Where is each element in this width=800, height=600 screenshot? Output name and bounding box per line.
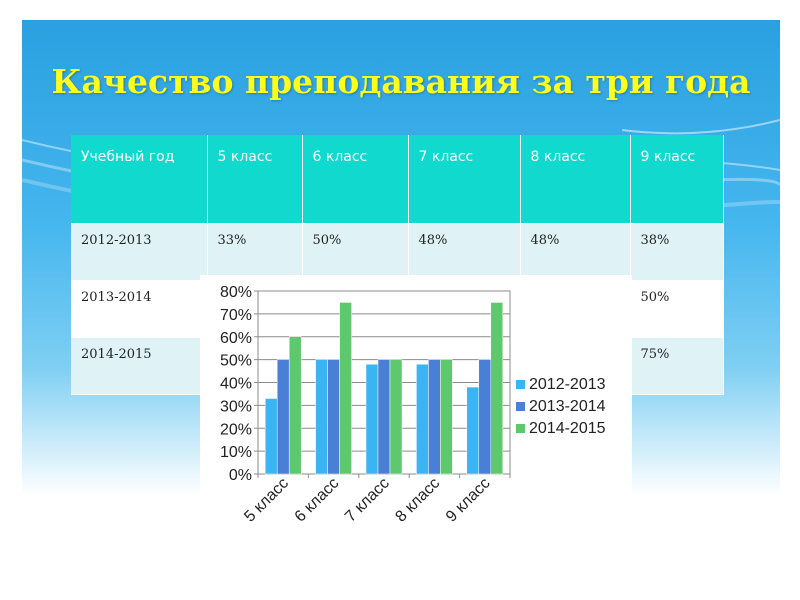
header-cell: 8 класс bbox=[520, 135, 631, 224]
bar bbox=[490, 302, 504, 475]
x-tick-label: 8 класс bbox=[392, 475, 443, 526]
bar bbox=[276, 359, 290, 475]
legend-swatch bbox=[516, 380, 525, 389]
bar bbox=[264, 398, 278, 475]
bar-chart: 0% 10% 20% 30% 40% 50% 60% 70% 80% 5 класс 6 класс… bbox=[200, 275, 632, 560]
y-tick-label: 50% bbox=[220, 353, 252, 370]
y-tick-label: 80% bbox=[220, 284, 252, 301]
bar bbox=[288, 336, 302, 475]
y-tick-label: 60% bbox=[220, 330, 252, 347]
y-tick-label: 40% bbox=[220, 376, 252, 393]
header-cell: 6 класс bbox=[302, 135, 409, 224]
table-cell: 50% bbox=[302, 223, 409, 281]
legend-label: 2012-2013 bbox=[529, 376, 606, 393]
bar bbox=[478, 359, 492, 475]
y-tick-label: 10% bbox=[220, 444, 252, 461]
header-cell: 5 класс bbox=[207, 135, 303, 224]
legend-label: 2013-2014 bbox=[529, 398, 606, 415]
bar bbox=[389, 359, 403, 475]
table-cell: 50% bbox=[630, 280, 724, 338]
bar bbox=[365, 363, 379, 475]
bar bbox=[466, 386, 480, 475]
legend-swatch bbox=[516, 424, 525, 433]
x-tick-label: 9 класс bbox=[443, 475, 494, 526]
y-tick-label: 70% bbox=[220, 307, 252, 324]
bar bbox=[339, 302, 352, 475]
slide-title: Качество преподавания за три года bbox=[51, 62, 751, 101]
table-cell: 48% bbox=[520, 223, 631, 281]
y-tick-label: 0% bbox=[229, 467, 252, 484]
legend-swatch bbox=[516, 402, 525, 411]
y-tick-label: 30% bbox=[220, 398, 252, 415]
header-cell: Учебный год bbox=[71, 135, 208, 224]
bar bbox=[315, 359, 328, 475]
x-tick-label: 6 класс bbox=[292, 475, 343, 526]
bar bbox=[377, 359, 391, 475]
header-cell: 7 класс bbox=[408, 135, 521, 224]
x-tick-label: 7 класс bbox=[342, 475, 393, 526]
header-cell: 9 класс bbox=[630, 135, 724, 224]
bar bbox=[440, 359, 453, 475]
table-cell: 48% bbox=[408, 223, 521, 281]
bar bbox=[327, 359, 340, 475]
chart-canvas: 0%10%20%30%40%50%60%70%80%5 класс 6 класс… bbox=[220, 284, 606, 526]
table-cell: 2012-2013 bbox=[71, 223, 208, 281]
table-cell: 2014-2015 bbox=[71, 337, 208, 395]
table-row: 2012-2013 33% 50% 48% 48% 38% bbox=[71, 223, 724, 281]
table-cell: 2013-2014 bbox=[71, 280, 208, 338]
bar bbox=[428, 359, 441, 475]
table-cell: 33% bbox=[207, 223, 303, 281]
legend-label: 2014-2015 bbox=[529, 420, 606, 437]
table-cell: 38% bbox=[630, 223, 724, 281]
bar bbox=[416, 363, 429, 475]
table-cell: 75% bbox=[630, 337, 724, 395]
table-header-row: Учебный год 5 класс 6 класс 7 класс 8 кл… bbox=[71, 135, 724, 224]
y-tick-label: 20% bbox=[220, 421, 252, 438]
